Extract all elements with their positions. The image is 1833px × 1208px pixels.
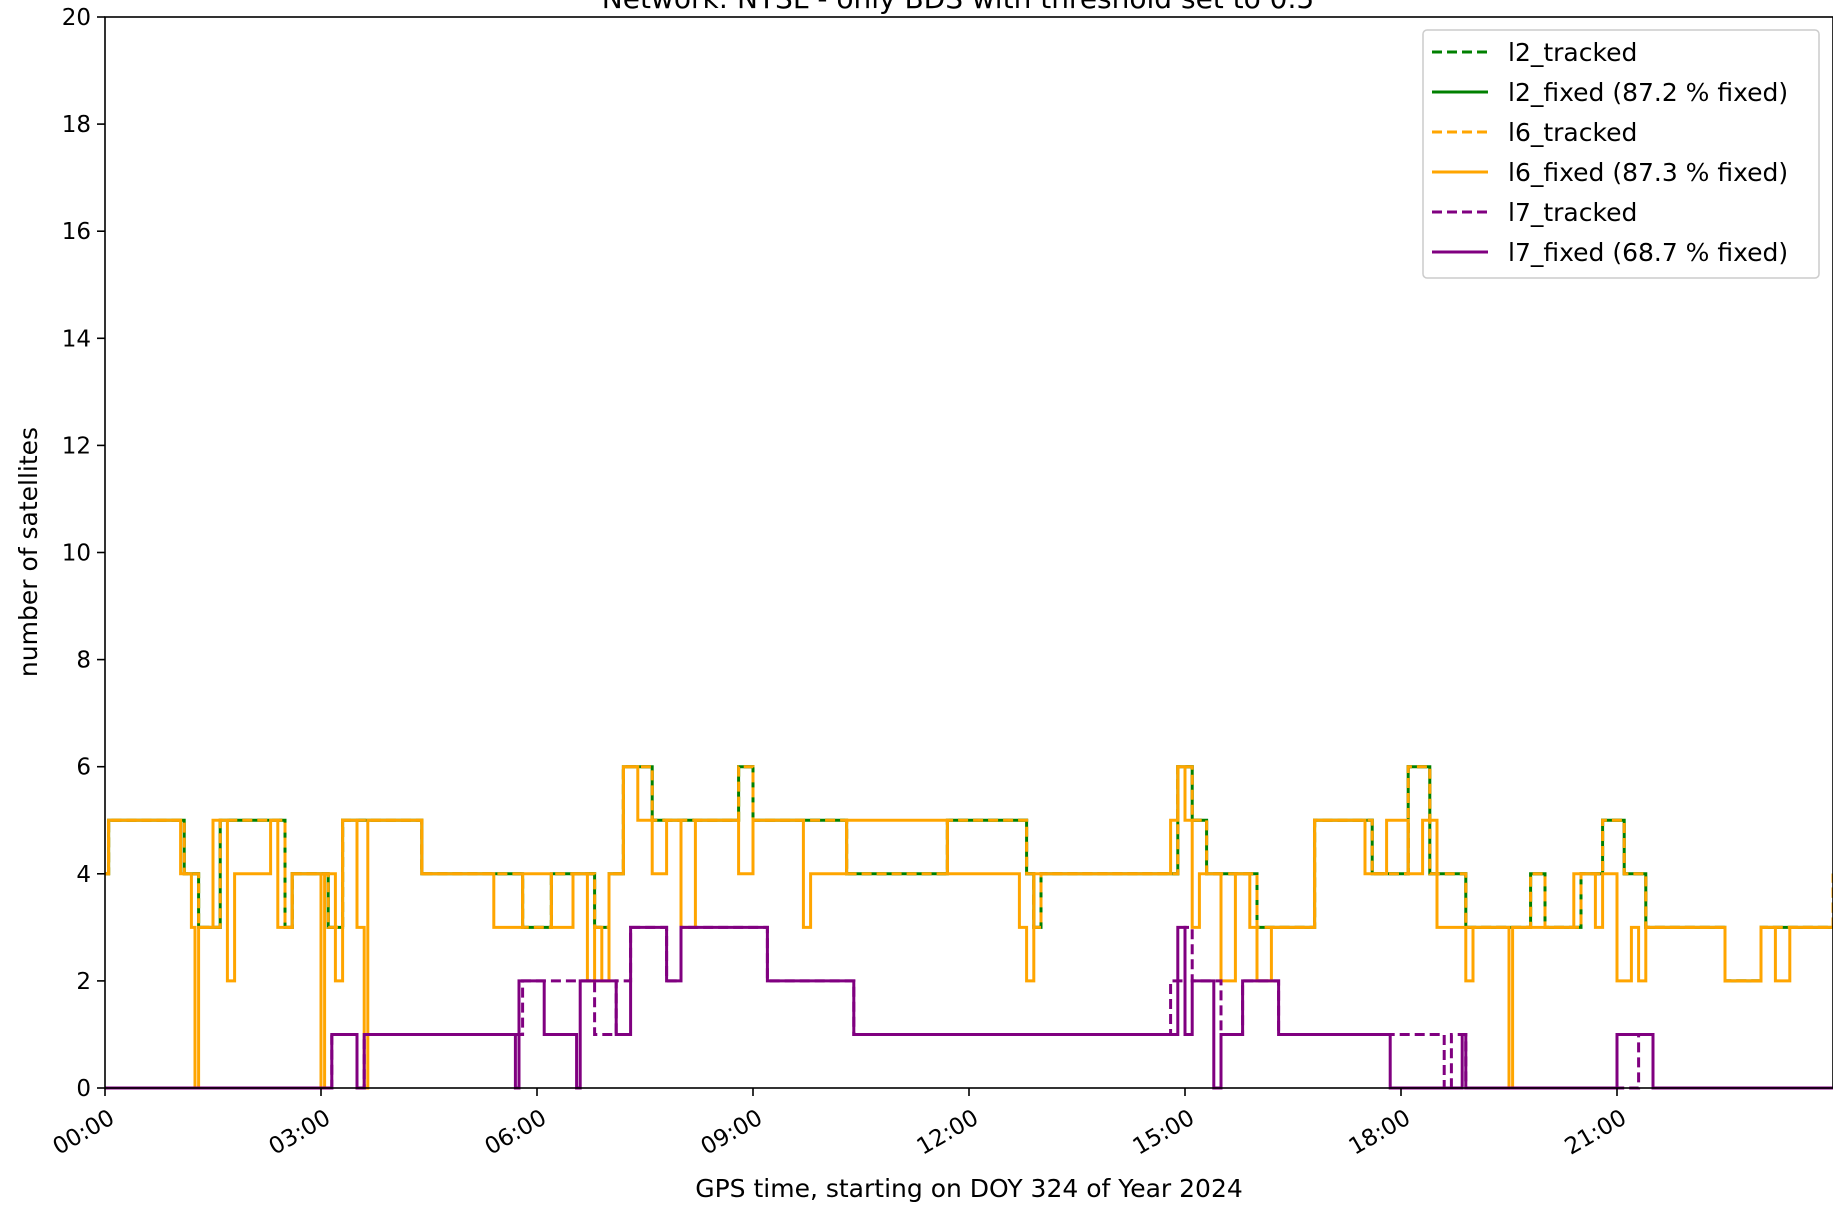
x-tick-label-1: 03:00 <box>265 1105 335 1161</box>
legend-label-5: l7_fixed (68.7 % fixed) <box>1508 238 1788 267</box>
series-line-3 <box>105 765 1833 1090</box>
legend-label-3: l6_fixed (87.3 % fixed) <box>1508 158 1788 187</box>
legend-label-1: l2_fixed (87.2 % fixed) <box>1508 78 1788 107</box>
y-tick-label-7: 14 <box>62 326 91 352</box>
x-tick-label-7: 21:00 <box>1561 1105 1631 1161</box>
y-tick-label-0: 0 <box>76 1076 91 1102</box>
x-tick-label-4: 12:00 <box>913 1105 983 1161</box>
legend-label-2: l6_tracked <box>1508 118 1637 147</box>
series-layer <box>105 765 1833 1090</box>
x-tick-label-6: 18:00 <box>1345 1105 1415 1161</box>
y-tick-label-8: 16 <box>62 219 91 245</box>
x-axis: 00:00 03:00 06:00 09:00 12:00 15:00 18:00 21:00 <box>49 1088 1631 1160</box>
x-tick-label-2: 06:00 <box>481 1105 551 1161</box>
legend-label-0: l2_tracked <box>1508 38 1637 67</box>
y-tick-label-10: 20 <box>62 5 91 31</box>
y-axis-label: number of satellites <box>14 427 43 677</box>
y-tick-label-5: 10 <box>62 541 91 567</box>
x-tick-label-5: 15:00 <box>1129 1105 1199 1161</box>
x-tick-label-0: 00:00 <box>49 1105 119 1161</box>
y-axis: 0 2 4 6 8 10 12 14 16 18 20 <box>62 5 105 1102</box>
y-tick-label-1: 2 <box>76 969 91 995</box>
legend-label-4: l7_tracked <box>1508 198 1637 227</box>
chart-title: Network: NTSL - only BDS with threshold … <box>602 0 1314 15</box>
y-tick-label-2: 4 <box>76 862 91 888</box>
legend-box <box>1422 29 1820 279</box>
y-tick-label-3: 6 <box>76 755 91 781</box>
x-tick-label-3: 09:00 <box>697 1105 767 1161</box>
y-tick-label-4: 8 <box>76 648 91 674</box>
x-axis-label: GPS time, starting on DOY 324 of Year 20… <box>695 1174 1243 1203</box>
legend: l2_tracked l2_fixed (87.2 % fixed) l6_trac… <box>1422 29 1820 279</box>
y-tick-label-9: 18 <box>62 112 91 138</box>
y-tick-label-6: 12 <box>62 433 91 459</box>
